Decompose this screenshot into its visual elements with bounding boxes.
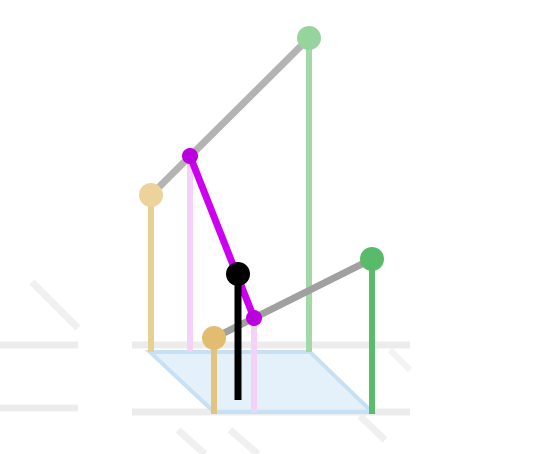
floor-line xyxy=(29,279,81,331)
floor-line xyxy=(227,427,261,454)
purple-node-upper xyxy=(182,148,198,164)
green-node-back xyxy=(297,26,321,50)
purple-node-lower xyxy=(246,310,262,326)
floor-line xyxy=(175,427,208,454)
floor-line xyxy=(357,413,388,443)
yellow-node-front xyxy=(202,326,226,350)
yellow-node-back xyxy=(139,183,163,207)
green-node-front xyxy=(360,247,384,271)
base-plane xyxy=(144,350,377,414)
gray-link-upper xyxy=(147,34,313,199)
purple-link xyxy=(186,152,258,322)
floor-line xyxy=(387,347,413,373)
black-node-center xyxy=(226,262,250,286)
